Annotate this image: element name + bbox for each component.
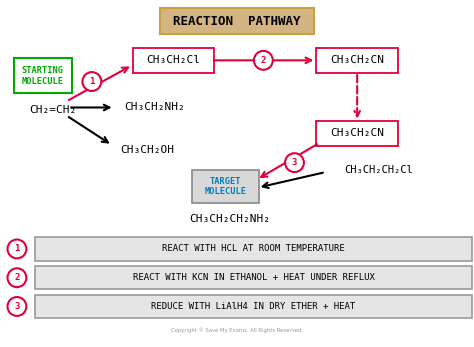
Text: REACTION  PATHWAY: REACTION PATHWAY (173, 15, 301, 28)
Text: STARTING
MOLECULE: STARTING MOLECULE (22, 66, 64, 86)
Text: CH₃CH₂OH: CH₃CH₂OH (120, 145, 174, 155)
Text: 3: 3 (14, 302, 19, 311)
Text: CH₃CH₂CH₂NH₂: CH₃CH₂CH₂NH₂ (190, 214, 271, 224)
FancyBboxPatch shape (133, 48, 214, 73)
Text: Copyright © Save My Exams. All Rights Reserved.: Copyright © Save My Exams. All Rights Re… (171, 328, 303, 333)
Circle shape (8, 297, 27, 316)
Text: CH₂=CH₂: CH₂=CH₂ (29, 105, 77, 115)
Text: CH₃CH₂CN: CH₃CH₂CN (330, 128, 384, 138)
FancyBboxPatch shape (35, 295, 472, 318)
Text: REDUCE WITH LiAlH4 IN DRY ETHER + HEAT: REDUCE WITH LiAlH4 IN DRY ETHER + HEAT (151, 302, 356, 311)
Text: 2: 2 (14, 273, 19, 282)
FancyBboxPatch shape (14, 58, 72, 93)
Text: 1: 1 (89, 77, 94, 86)
FancyBboxPatch shape (35, 237, 472, 261)
FancyBboxPatch shape (317, 121, 398, 146)
FancyBboxPatch shape (317, 48, 398, 73)
Circle shape (8, 268, 27, 287)
FancyBboxPatch shape (191, 170, 259, 203)
Text: CH₃CH₂CH₂Cl: CH₃CH₂CH₂Cl (344, 165, 413, 175)
FancyBboxPatch shape (35, 266, 472, 289)
Text: CH₃CH₂NH₂: CH₃CH₂NH₂ (124, 102, 185, 112)
FancyBboxPatch shape (160, 8, 314, 34)
Circle shape (285, 153, 304, 172)
Circle shape (8, 239, 27, 259)
Text: 2: 2 (261, 56, 266, 65)
Circle shape (82, 72, 101, 91)
Text: CH₃CH₂CN: CH₃CH₂CN (330, 55, 384, 65)
Text: CH₃CH₂Cl: CH₃CH₂Cl (146, 55, 201, 65)
Text: 3: 3 (292, 158, 297, 167)
Text: TARGET
MOLECULE: TARGET MOLECULE (204, 177, 246, 196)
Text: REACT WITH HCL AT ROOM TEMPERATURE: REACT WITH HCL AT ROOM TEMPERATURE (162, 244, 345, 253)
Text: 1: 1 (14, 244, 19, 253)
Text: REACT WITH KCN IN ETHANOL + HEAT UNDER REFLUX: REACT WITH KCN IN ETHANOL + HEAT UNDER R… (133, 273, 374, 282)
Circle shape (254, 51, 273, 70)
